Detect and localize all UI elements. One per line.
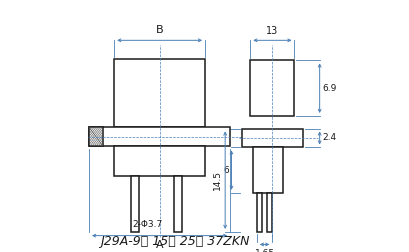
Text: 13: 13 (265, 26, 278, 36)
Bar (241, 129, 303, 147)
Bar (173, 176, 182, 232)
Text: 6: 6 (222, 166, 228, 175)
Bar (256, 193, 262, 232)
Text: 2.4: 2.4 (322, 134, 336, 142)
Bar (89, 127, 229, 146)
Text: J29A-9、 15、 25、 37ZKN: J29A-9、 15、 25、 37ZKN (100, 235, 249, 248)
Bar (266, 193, 272, 232)
Bar (252, 147, 283, 193)
Text: 2-Φ3.7: 2-Φ3.7 (132, 220, 162, 229)
Bar (130, 176, 139, 232)
Text: B: B (155, 25, 163, 35)
Text: 14.5: 14.5 (213, 170, 222, 190)
Text: 1.65: 1.65 (254, 249, 274, 252)
Text: 6.9: 6.9 (322, 84, 336, 93)
Bar (114, 59, 204, 127)
Bar (114, 146, 204, 176)
Bar (89, 127, 103, 146)
Text: A: A (155, 240, 163, 250)
Bar (250, 60, 294, 116)
